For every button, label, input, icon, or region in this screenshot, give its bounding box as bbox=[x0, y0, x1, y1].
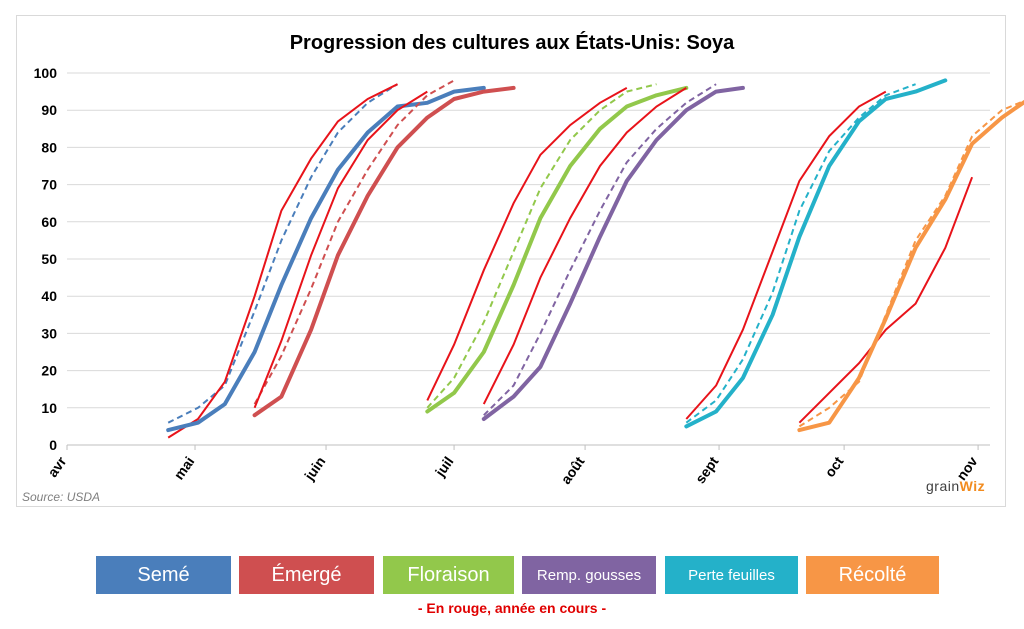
source-note: Source: USDA bbox=[22, 490, 101, 504]
series-seme-average-line bbox=[167, 83, 399, 424]
series-remp-gousses-current-year-line bbox=[482, 87, 687, 405]
series-emerge-line bbox=[252, 85, 516, 418]
y-tick-label: 80 bbox=[41, 139, 57, 155]
series-remp-gousses-average-line bbox=[483, 83, 717, 416]
y-tick-label: 50 bbox=[41, 251, 57, 267]
x-tick-label: août bbox=[557, 453, 587, 487]
logo: grainWiz bbox=[926, 478, 985, 494]
series-remp-gousses-line bbox=[481, 85, 745, 421]
series-emerge-average-line bbox=[253, 79, 455, 405]
logo-suffix: Wiz bbox=[959, 478, 986, 494]
series-perte-feuilles-current-year-line bbox=[685, 90, 887, 420]
legend-emerge: Émergé bbox=[239, 556, 374, 594]
y-tick-label: 70 bbox=[41, 177, 57, 193]
series-perte-feuilles-average-line bbox=[685, 83, 916, 424]
series-floraison-current-year-line bbox=[426, 87, 628, 401]
y-tick-label: 10 bbox=[41, 400, 57, 416]
x-tick-label: oct bbox=[821, 453, 846, 480]
series-recolte-average-line bbox=[798, 99, 1024, 428]
legend-recolte: Récolté bbox=[806, 556, 939, 594]
series-recolte-line bbox=[797, 99, 1024, 433]
y-tick-label: 90 bbox=[41, 102, 57, 118]
y-tick-label: 20 bbox=[41, 363, 57, 379]
series-perte-feuilles-line bbox=[684, 78, 948, 429]
logo-prefix: grain bbox=[926, 478, 960, 494]
chart-frame bbox=[16, 15, 1006, 507]
series-emerge-current-year-line bbox=[253, 90, 428, 409]
chart-title: Progression des cultures aux États-Unis:… bbox=[290, 31, 735, 54]
x-tick-label: mai bbox=[171, 454, 198, 483]
x-tick-label: juil bbox=[431, 454, 456, 481]
y-tick-label: 40 bbox=[41, 288, 57, 304]
footnote-current-year: - En rouge, année en cours - bbox=[417, 600, 607, 616]
legend-perte-feuilles: Perte feuilles bbox=[665, 556, 798, 594]
y-tick-label: 60 bbox=[41, 214, 57, 230]
x-tick-label: sept bbox=[692, 453, 722, 486]
y-tick-label: 0 bbox=[49, 437, 57, 453]
y-tick-label: 30 bbox=[41, 325, 57, 341]
x-tick-label: avr bbox=[44, 453, 69, 480]
series-seme-line bbox=[166, 85, 486, 433]
legend-floraison: Floraison bbox=[383, 556, 514, 594]
series-seme-current-year-line bbox=[167, 83, 398, 439]
series-recolte-current-year-line bbox=[798, 176, 974, 424]
x-tick-label: juin bbox=[301, 454, 329, 484]
series-floraison-average-line bbox=[426, 83, 657, 409]
legend-remp-gousses: Remp. gousses bbox=[522, 556, 656, 594]
y-tick-label: 100 bbox=[34, 65, 58, 81]
series-floraison-line bbox=[425, 85, 689, 414]
legend-seme: Semé bbox=[96, 556, 231, 594]
